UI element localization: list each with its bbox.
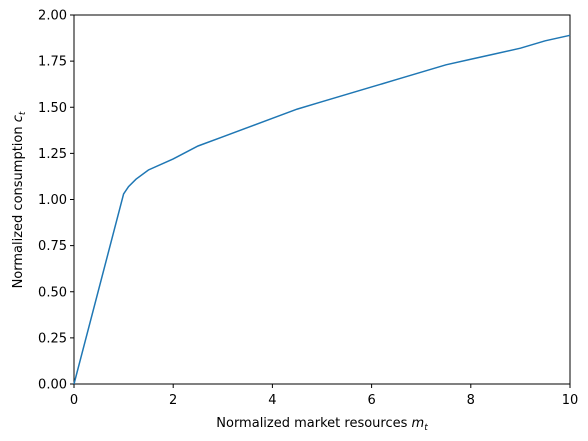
y-axis-label: Normalized consumption ct bbox=[11, 111, 28, 288]
y-tick-label: 1.00 bbox=[38, 193, 67, 208]
x-tick-label: 8 bbox=[467, 393, 475, 408]
y-tick-label: 1.25 bbox=[38, 147, 67, 162]
y-tick-label: 0.00 bbox=[38, 378, 67, 393]
x-tick-label: 0 bbox=[70, 393, 78, 408]
plot-frame bbox=[73, 14, 571, 385]
x-tick-label: 2 bbox=[169, 393, 177, 408]
x-tick-label: 10 bbox=[562, 393, 579, 408]
x-tick-label: 6 bbox=[367, 393, 375, 408]
x-axis-label: Normalized market resources mt bbox=[216, 416, 428, 433]
y-tick-label: 1.75 bbox=[38, 55, 67, 70]
data-line bbox=[73, 34, 571, 385]
y-tick-label: 1.50 bbox=[38, 101, 67, 116]
y-tick-label: 0.75 bbox=[38, 239, 67, 254]
x-tick-label: 4 bbox=[268, 393, 276, 408]
y-tick-label: 0.25 bbox=[38, 331, 67, 346]
y-tick-label: 0.50 bbox=[38, 285, 67, 300]
y-tick-label: 2.00 bbox=[38, 9, 67, 24]
